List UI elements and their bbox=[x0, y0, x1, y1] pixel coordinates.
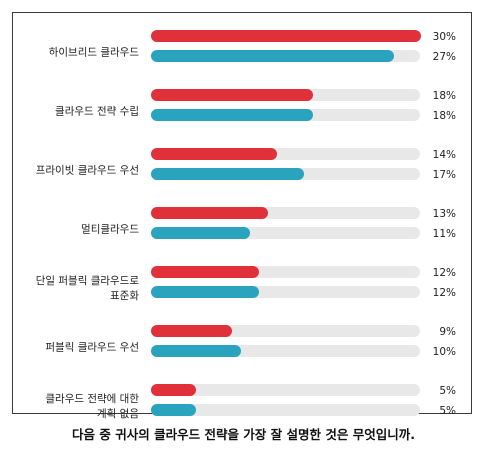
bar-series-2 bbox=[151, 109, 313, 121]
value-label: 17% bbox=[433, 169, 456, 181]
category-label: 프라이빗 클라우드 우선 bbox=[36, 165, 139, 177]
bar-series-2 bbox=[151, 286, 259, 298]
bar-series-2 bbox=[151, 345, 241, 357]
bar-series-2 bbox=[151, 168, 304, 180]
bar-series-2 bbox=[151, 404, 196, 416]
value-label: 5% bbox=[439, 405, 456, 417]
value-label: 12% bbox=[433, 287, 456, 299]
value-label: 14% bbox=[433, 149, 456, 161]
bar-track bbox=[151, 404, 420, 416]
category-label: 표준화 bbox=[110, 290, 139, 302]
value-label: 30% bbox=[433, 31, 456, 43]
value-label: 12% bbox=[433, 267, 456, 279]
bar-series-1 bbox=[151, 325, 232, 337]
bar-series-1 bbox=[151, 148, 277, 160]
bar-series-1 bbox=[151, 89, 313, 101]
category-label: 클라우드 전략에 대한 bbox=[45, 393, 139, 405]
category-label: 멀티클라우드 bbox=[81, 223, 139, 236]
chart-caption: 다음 중 귀사의 클라우드 전략을 가장 잘 설명한 것은 무엇입니까. bbox=[72, 427, 415, 442]
bar-series-1 bbox=[151, 207, 268, 219]
category-label: 퍼블릭 클라우드 우선 bbox=[45, 342, 139, 354]
value-label: 18% bbox=[433, 110, 456, 122]
value-label: 5% bbox=[439, 385, 456, 397]
bar-series-2 bbox=[151, 50, 394, 62]
value-label: 11% bbox=[433, 228, 456, 240]
bar-track bbox=[151, 384, 420, 396]
value-label: 10% bbox=[433, 346, 456, 358]
category-label: 단일 퍼블릭 클라우드로 bbox=[36, 274, 140, 287]
category-label: 계획 없음 bbox=[97, 407, 139, 420]
value-label: 18% bbox=[433, 90, 456, 102]
bar-series-2 bbox=[151, 227, 250, 239]
bar-series-1 bbox=[151, 30, 421, 42]
category-label: 하이브리드 클라우드 bbox=[49, 46, 140, 59]
category-label: 클라우드 전략 수립 bbox=[55, 105, 139, 118]
value-label: 27% bbox=[433, 51, 456, 63]
bar-series-1 bbox=[151, 266, 259, 278]
bar-series-1 bbox=[151, 384, 196, 396]
value-label: 13% bbox=[433, 208, 456, 220]
value-label: 9% bbox=[439, 326, 456, 338]
